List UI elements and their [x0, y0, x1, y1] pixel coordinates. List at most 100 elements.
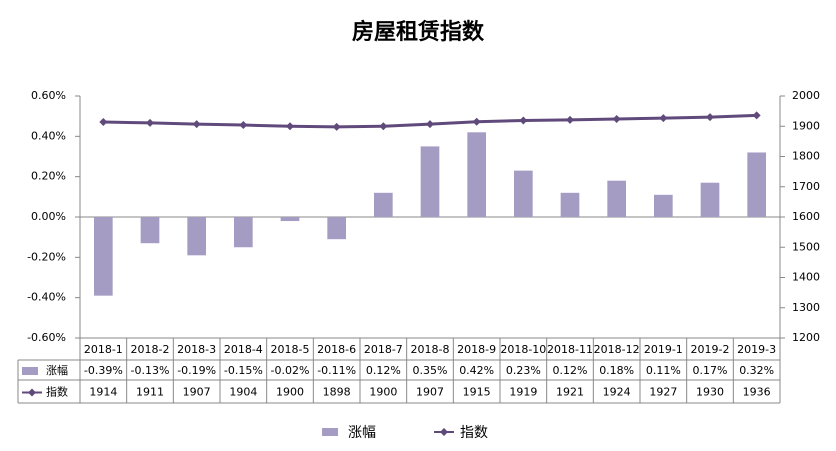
bar: [747, 152, 766, 217]
legend-key: [440, 428, 448, 436]
bar: [327, 217, 346, 240]
y-tick-label: 0.40%: [31, 129, 66, 142]
bar: [94, 217, 113, 296]
bar: [374, 192, 393, 217]
bar: [514, 170, 533, 217]
line-marker: [146, 118, 154, 127]
table-category: 2019-3: [737, 343, 776, 356]
line-marker: [472, 117, 481, 126]
bar: [140, 217, 160, 244]
table-value: -0.15%: [224, 364, 263, 377]
legend-key: [322, 428, 338, 436]
table-value: 1898: [323, 386, 351, 399]
table-value: 0.18%: [599, 364, 634, 377]
table-category: 2019-1: [644, 343, 683, 356]
table-key: [28, 388, 36, 397]
line-marker: [612, 114, 621, 123]
line-marker: [192, 120, 201, 129]
bar: [654, 194, 673, 217]
table-value: 1907: [416, 386, 444, 399]
bar: [187, 217, 206, 256]
y-tick-label: 0.20%: [31, 170, 66, 183]
table-category: 2018-9: [457, 343, 496, 356]
table-category: 2018-11: [547, 343, 593, 356]
table-value: 0.23%: [506, 364, 541, 377]
table-value: 0.17%: [693, 364, 728, 377]
table-value: 1927: [649, 386, 677, 399]
line-marker: [519, 116, 528, 125]
table-value: -0.02%: [271, 364, 310, 377]
line-marker: [752, 111, 761, 120]
table-category: 2018-6: [317, 343, 356, 356]
table-series-name: 指数: [46, 385, 68, 399]
table-value: 1930: [696, 386, 724, 399]
table-value: -0.11%: [317, 364, 356, 377]
table-series-name: 涨幅: [46, 364, 68, 377]
table-value: -0.19%: [177, 364, 216, 377]
table-category: 2018-1: [84, 343, 123, 356]
line-marker: [379, 122, 388, 131]
legend-label: 涨幅: [348, 425, 376, 441]
table-value: 0.35%: [413, 364, 448, 377]
table-category: 2018-4: [224, 343, 263, 356]
line-marker: [426, 120, 434, 129]
table-value: 1919: [509, 386, 537, 399]
table-category: 2018-7: [364, 343, 403, 356]
bar: [700, 182, 720, 217]
bar: [234, 217, 253, 248]
table-value: 1900: [276, 386, 304, 399]
table-category: 2018-2: [131, 343, 170, 356]
line-marker: [706, 113, 714, 122]
table-value: 1904: [229, 386, 257, 399]
y2-tick-label: 1400: [792, 271, 820, 284]
table-category: 2018-5: [271, 343, 310, 356]
y2-tick-label: 2000: [792, 89, 820, 102]
line-marker: [239, 121, 248, 130]
y-tick-label: -0.60%: [27, 331, 66, 344]
y-tick-label: -0.40%: [27, 291, 66, 304]
bar: [560, 192, 580, 217]
table-category: 2018-3: [177, 343, 216, 356]
y2-tick-label: 1300: [792, 301, 820, 314]
table-value: 0.12%: [366, 364, 401, 377]
table-value: -0.39%: [84, 364, 123, 377]
line-marker: [566, 115, 574, 124]
y-tick-label: 0.60%: [31, 89, 66, 102]
line-marker: [286, 122, 294, 131]
bar: [280, 217, 300, 222]
y-tick-label: -0.20%: [27, 250, 66, 263]
table-category: 2018-8: [411, 343, 450, 356]
table-category: 2019-2: [691, 343, 730, 356]
y2-tick-label: 1600: [792, 210, 820, 223]
y2-tick-label: 1700: [792, 180, 820, 193]
chart-title: 房屋租赁指数: [352, 19, 485, 45]
bar: [420, 146, 440, 217]
table-value: 1921: [556, 386, 584, 399]
table-category: 2018-10: [500, 343, 546, 356]
y2-tick-label: 1800: [792, 150, 820, 163]
bar: [467, 132, 486, 217]
table-value: 0.12%: [553, 364, 588, 377]
table-value: 1915: [463, 386, 491, 399]
line-marker: [332, 122, 341, 131]
table-key: [22, 367, 38, 375]
line-marker: [659, 114, 668, 123]
table-value: -0.13%: [131, 364, 170, 377]
bar: [607, 180, 626, 217]
table-value: 1900: [369, 386, 397, 399]
table-category: 2018-12: [594, 343, 640, 356]
y2-tick-label: 1500: [792, 240, 820, 253]
y-tick-label: 0.00%: [31, 210, 66, 223]
y2-tick-label: 1900: [792, 119, 820, 132]
line-marker: [99, 118, 108, 127]
table-value: 1911: [136, 386, 164, 399]
table-value: 1907: [183, 386, 211, 399]
y2-tick-label: 1200: [792, 331, 820, 344]
table-value: 0.42%: [459, 364, 494, 377]
legend-label: 指数: [460, 425, 488, 441]
table-value: 1936: [743, 386, 771, 399]
table-value: 0.32%: [739, 364, 774, 377]
table-value: 0.11%: [646, 364, 681, 377]
table-value: 1914: [89, 386, 117, 399]
